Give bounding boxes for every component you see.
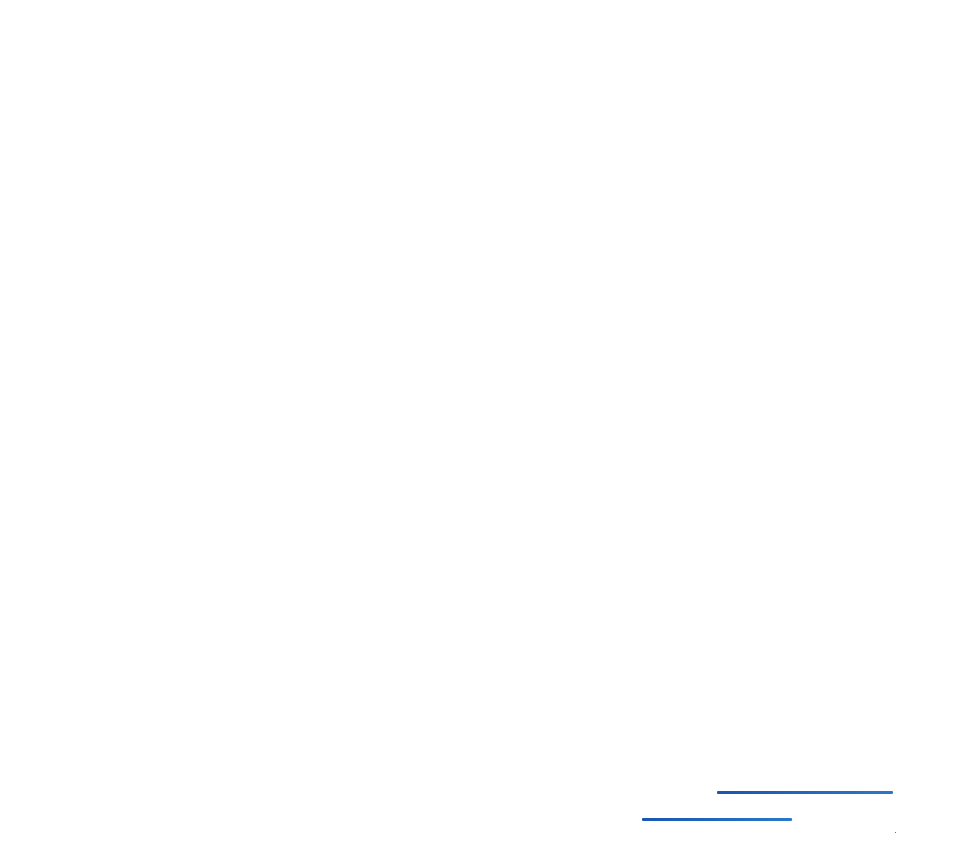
link-underline[interactable] — [642, 818, 792, 821]
link-underline[interactable] — [717, 791, 893, 794]
stray-pixel — [895, 832, 896, 833]
